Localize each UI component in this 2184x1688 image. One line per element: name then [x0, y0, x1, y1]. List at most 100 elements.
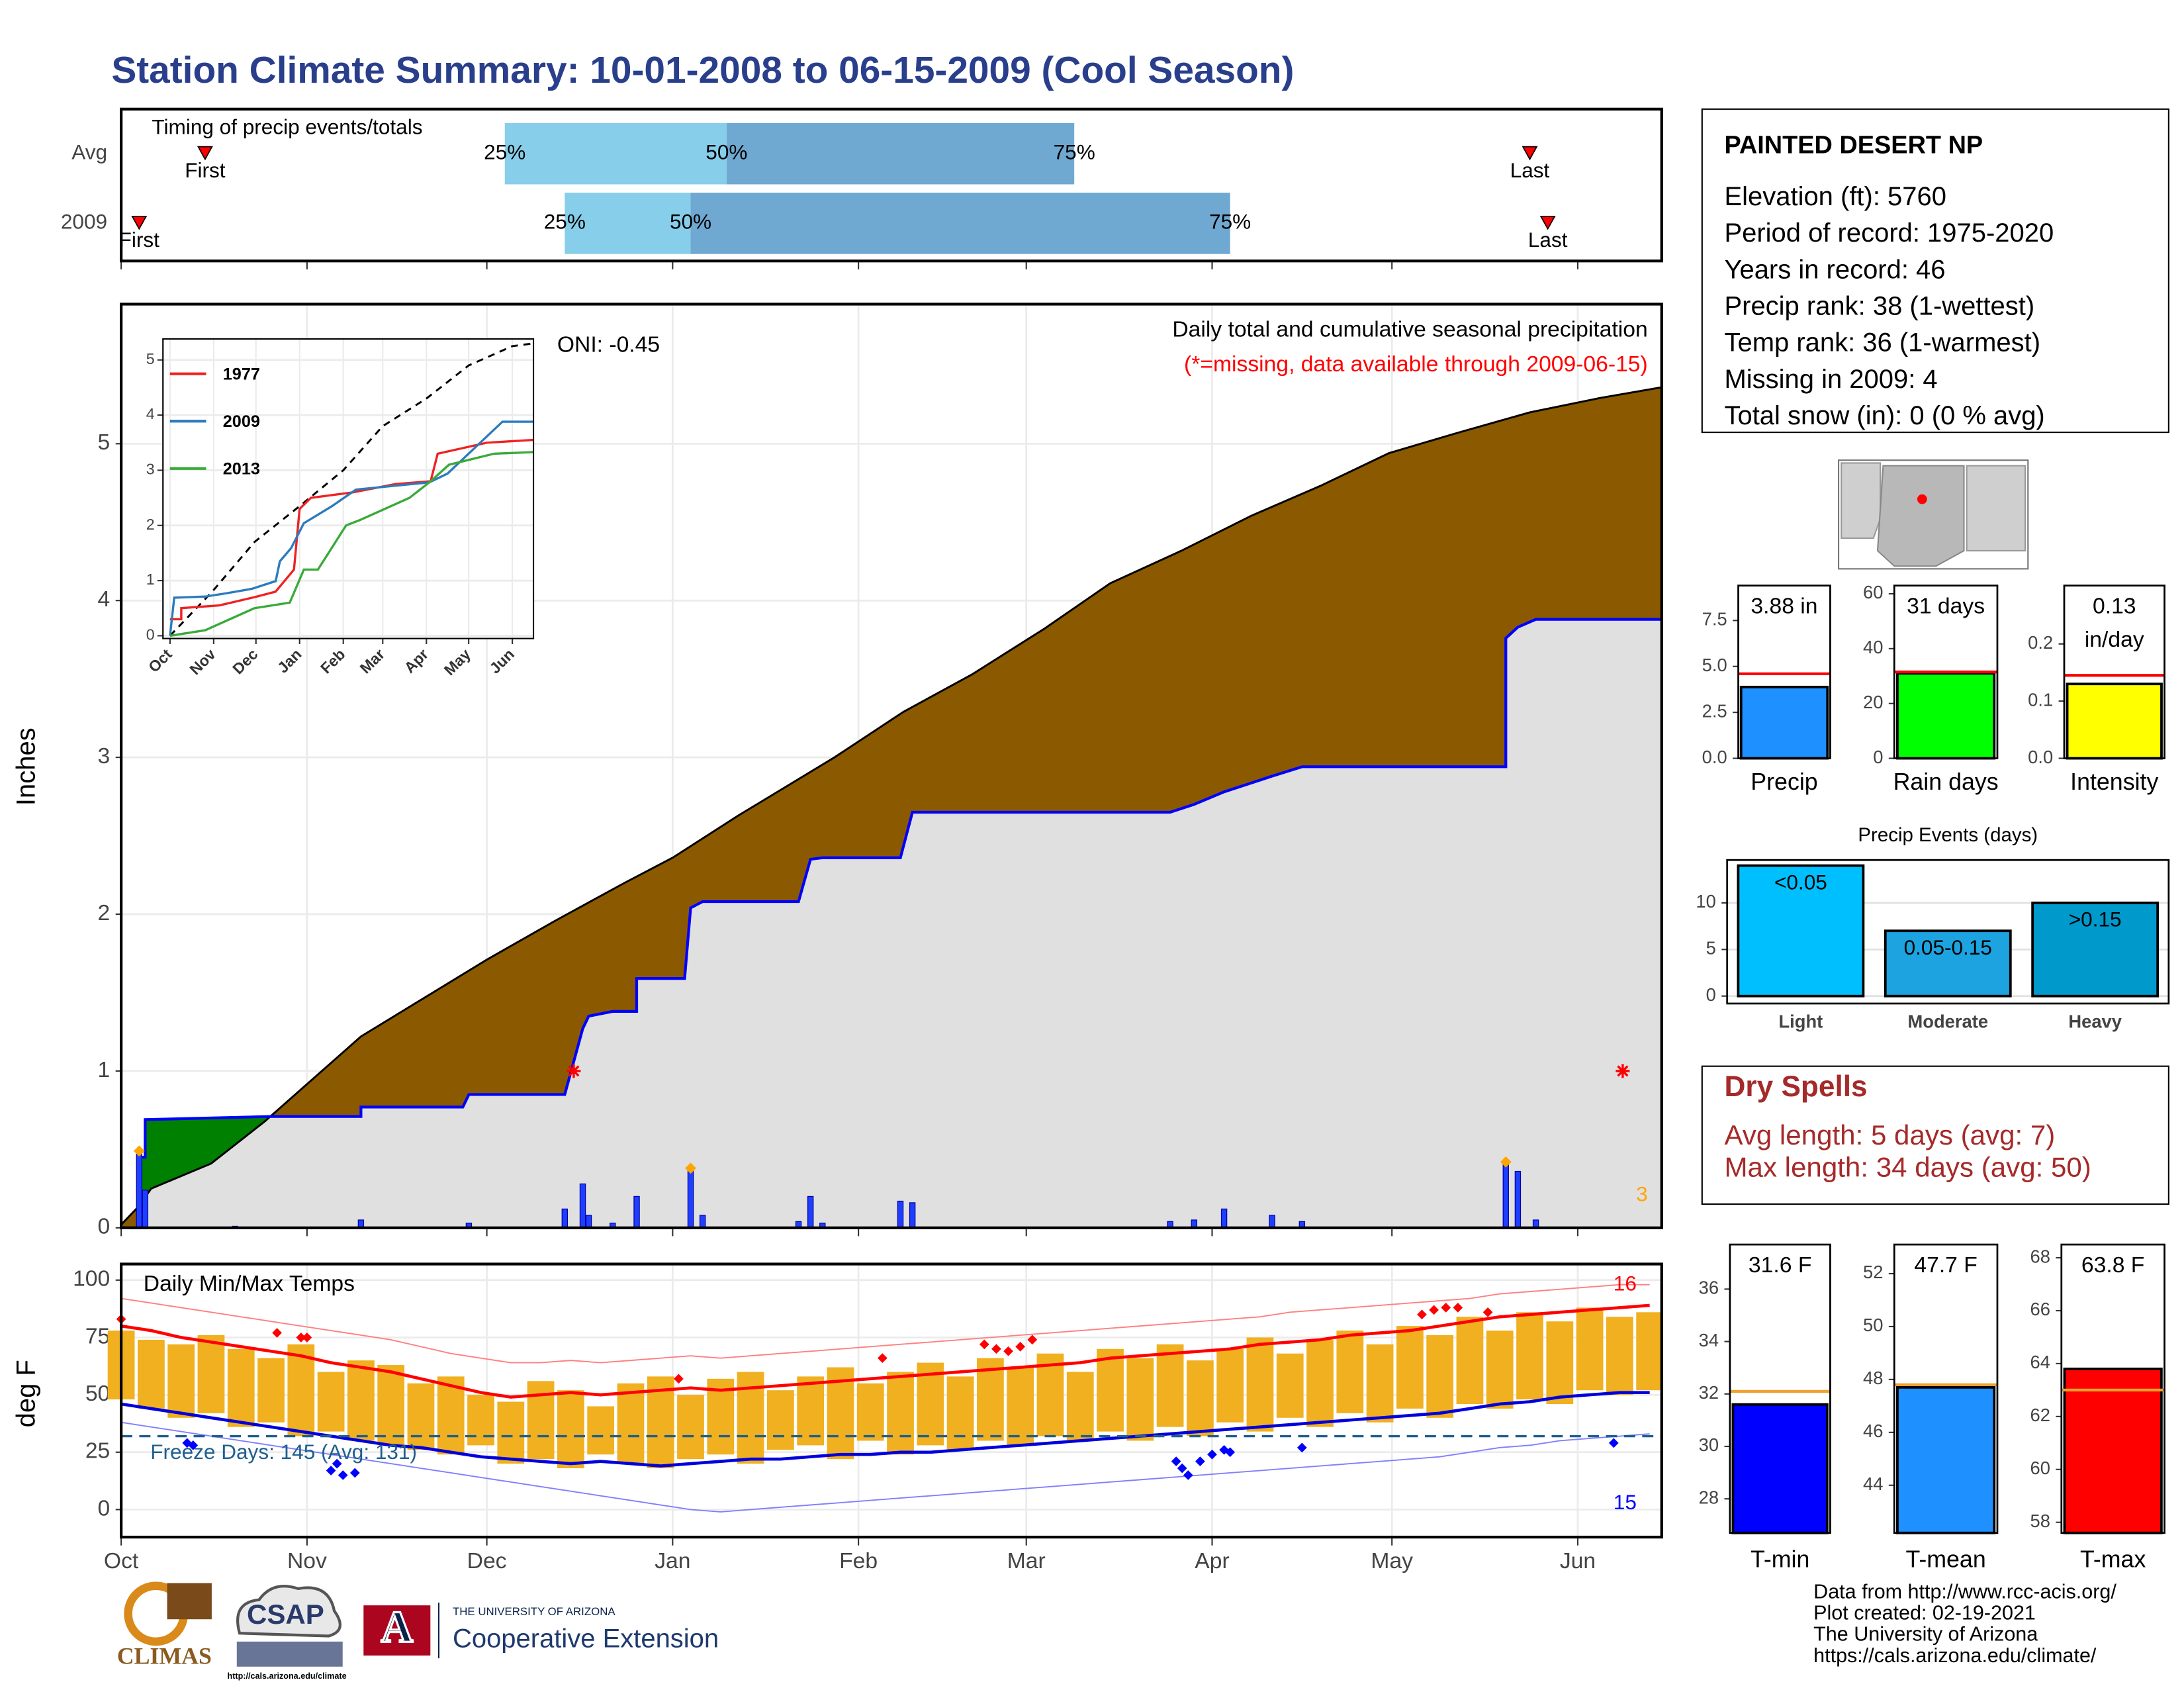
timing-marker [1539, 216, 1556, 230]
x-tick-label: T-mean [1905, 1546, 1985, 1572]
x-tick-label: T-min [1751, 1546, 1809, 1572]
panel-subtitle: Daily total and cumulative seasonal prec… [1172, 317, 1647, 342]
panel-frame [1893, 1243, 1999, 1534]
daily-range-bar [1576, 1307, 1604, 1391]
panel-frame [119, 303, 1663, 1229]
x-tick-label: Heavy [2068, 1011, 2122, 1032]
y-tick-label: 7.5 [1702, 609, 1727, 630]
panel-frame [162, 338, 535, 639]
daily-range-bar [227, 1348, 255, 1427]
y-tick-label: 0 [146, 626, 155, 643]
daily-precip-bar [142, 1190, 149, 1229]
timing-label: 75% [1054, 140, 1095, 164]
panel-frame [2060, 1243, 2165, 1534]
bar [1737, 864, 1865, 998]
bar [1896, 672, 1996, 760]
value-label: 3.88 in [1751, 595, 1818, 620]
locator-map [1838, 459, 2029, 570]
daily-range-bar [1426, 1335, 1454, 1418]
y-tick-label: 0.1 [2028, 689, 2053, 710]
panel-title: Daily Min/Max Temps [144, 1272, 355, 1296]
x-tick-label: Jun [1560, 1549, 1596, 1573]
panel-frame [1729, 1243, 1831, 1534]
bin-label: <0.05 [1774, 870, 1827, 894]
bar [1896, 1386, 1996, 1534]
footer-text: Plot created: 02-19-2021 [1813, 1601, 2036, 1624]
y-tick-label: 1 [98, 1058, 111, 1082]
y-tick-label: 50 [1863, 1315, 1883, 1335]
y-tick-label: 30 [1699, 1434, 1719, 1455]
y-tick-label: 20 [1863, 692, 1883, 712]
x-tick-label: Oct [104, 1549, 139, 1573]
timing-label: Last [1510, 158, 1550, 182]
daily-range-bar [587, 1406, 615, 1455]
daily-range-bar [1007, 1367, 1034, 1446]
timing-label: 75% [1209, 210, 1251, 234]
record-marker [1177, 1463, 1187, 1474]
daily-range-bar [887, 1372, 914, 1455]
y-tick-label: 2 [98, 901, 111, 925]
value-label: 47.7 F [1914, 1254, 1978, 1278]
record-marker [1195, 1456, 1205, 1467]
daily-range-bar [1366, 1344, 1394, 1423]
x-tick-label: Jan [655, 1549, 690, 1573]
y-tick-label: 5 [146, 350, 155, 367]
bin-label: 0.05-0.15 [1904, 935, 1992, 959]
timing-label: Last [1528, 228, 1568, 252]
y-tick-label: 66 [2030, 1299, 2050, 1319]
daily-range-bar [1126, 1358, 1154, 1441]
page-title: Station Climate Summary: 10-01-2008 to 0… [111, 50, 1294, 91]
x-tick-label: Apr [1195, 1549, 1229, 1573]
record-marker [1441, 1303, 1451, 1313]
csap-cloud [236, 1585, 341, 1638]
value-label-box: 31.6 F [1749, 1254, 1811, 1278]
panel-frame [1737, 585, 1831, 759]
map-state [1841, 462, 1882, 539]
timing-bar [690, 193, 1230, 254]
y-tick-label: 34 [1699, 1330, 1719, 1350]
y-tick-label: 4 [146, 405, 155, 422]
record-marker [1417, 1309, 1427, 1320]
y-tick-label: 25 [85, 1439, 110, 1464]
y-tick-label: 28 [1699, 1487, 1719, 1507]
season-cumulative-line [121, 618, 1662, 1229]
daily-precip-bar [1269, 1215, 1275, 1229]
timing-label: 25% [544, 210, 586, 234]
daily-range-bar [1036, 1353, 1064, 1436]
value-label-box: 0.13 in/day [2084, 595, 2144, 653]
record-marker [188, 1440, 199, 1450]
daily-precip-bar [1514, 1170, 1522, 1229]
timing-bar [565, 193, 691, 254]
y-tick-label: 68 [2030, 1246, 2050, 1266]
timing-label: 50% [705, 140, 747, 164]
y-tick-label: 62 [2030, 1405, 2050, 1425]
value-label: 0.13 in/day [2084, 595, 2144, 653]
missing-marker [1615, 1064, 1630, 1078]
record-marker [296, 1333, 306, 1342]
daily-range-bar [917, 1362, 944, 1446]
daily-precip-bar [1220, 1208, 1228, 1229]
y-tick-label: 10 [1696, 891, 1715, 912]
legend-label: 2009 [223, 412, 260, 431]
daily-range-bar [167, 1344, 195, 1418]
daily-range-bar [946, 1376, 974, 1450]
daily-range-bar [1636, 1312, 1664, 1391]
y-tick-label: 0.0 [2028, 747, 2053, 767]
footer-text: https://cals.arizona.edu/climate/ [1813, 1644, 2097, 1667]
y-tick-label: 40 [1863, 637, 1883, 657]
y-tick-label: 4 [98, 587, 111, 612]
csap-url: http://cals.arizona.edu/climate [228, 1671, 347, 1681]
bar [2063, 1368, 2163, 1534]
extreme-count: 3 [1636, 1182, 1648, 1206]
daily-range-bar [1246, 1337, 1274, 1432]
daily-range-bar [197, 1335, 225, 1413]
y-tick-label: 60 [2030, 1458, 2050, 1478]
record-high-line [120, 1284, 1650, 1364]
climas-emblem [167, 1583, 212, 1620]
daily-range-bar [347, 1360, 375, 1441]
daily-range-bar [1546, 1321, 1574, 1404]
daily-range-bar [437, 1376, 465, 1455]
daily-range-bar [497, 1401, 525, 1464]
y-tick-label: 3 [98, 744, 111, 769]
